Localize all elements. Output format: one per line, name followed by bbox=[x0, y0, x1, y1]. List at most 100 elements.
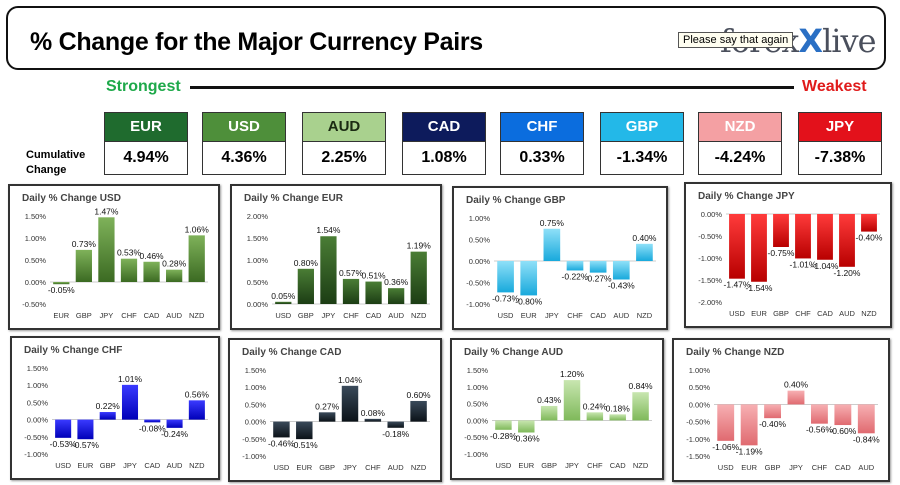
x-category-label: CAD bbox=[366, 311, 382, 320]
chart-panel-aud: Daily % Change AUD -1.00% -0.50% 0.00% 0.50%… bbox=[450, 338, 664, 480]
x-category-label: EUR bbox=[751, 309, 767, 318]
bar bbox=[410, 251, 427, 304]
x-category-label: CHF bbox=[567, 311, 583, 320]
bar bbox=[342, 278, 360, 304]
bar-value-label: 1.04% bbox=[338, 375, 363, 385]
y-tick-label: 0.00% bbox=[27, 416, 49, 425]
chart-panel-nzd: Daily % Change NZD -1.50% -1.00% -0.50% 0.00… bbox=[672, 338, 890, 482]
bar bbox=[387, 421, 404, 428]
y-tick-label: 0.00% bbox=[689, 400, 711, 409]
y-tick-label: 1.00% bbox=[467, 383, 489, 392]
bar-value-label: -0.36% bbox=[513, 433, 540, 443]
bar-value-label: -0.57% bbox=[72, 440, 99, 450]
title-box: % Change for the Major Currency Pairs fo… bbox=[6, 6, 886, 70]
x-category-label: AUD bbox=[388, 463, 404, 472]
y-tick-label: 1.00% bbox=[247, 256, 269, 265]
currency-box-gbp: GBP -1.34% bbox=[600, 112, 684, 175]
x-category-label: GBP bbox=[76, 311, 92, 320]
y-tick-label: -0.50% bbox=[686, 418, 710, 427]
x-category-label: EUR bbox=[741, 463, 757, 472]
y-tick-label: 1.50% bbox=[27, 364, 49, 373]
currency-cumulative-value: -4.24% bbox=[698, 142, 782, 175]
chart-panel-cad: Daily % Change CAD -1.00% -0.50% 0.00% 0.50%… bbox=[228, 338, 442, 482]
bar bbox=[297, 268, 314, 304]
bar bbox=[166, 269, 183, 282]
bar bbox=[810, 404, 828, 424]
bar bbox=[740, 404, 758, 446]
x-category-label: NZD bbox=[411, 311, 427, 320]
y-tick-label: 0.50% bbox=[247, 278, 269, 287]
bar-value-label: -1.01% bbox=[790, 259, 817, 269]
x-category-label: NZD bbox=[411, 463, 427, 472]
bar-value-label: 0.53% bbox=[117, 248, 142, 258]
strength-scale-line bbox=[190, 86, 794, 89]
y-tick-label: -0.50% bbox=[464, 433, 488, 442]
x-category-label: JPY bbox=[565, 461, 579, 470]
bar bbox=[834, 404, 852, 426]
bar-value-label: -0.75% bbox=[768, 248, 795, 258]
page-title: % Change for the Major Currency Pairs bbox=[30, 28, 483, 56]
bar bbox=[764, 404, 782, 419]
bar bbox=[341, 385, 359, 422]
bar bbox=[99, 412, 116, 420]
chart-title: Daily % Change NZD bbox=[686, 347, 784, 358]
x-category-label: JPY bbox=[100, 311, 114, 320]
y-tick-label: 0.00% bbox=[25, 278, 47, 287]
bar-chart: Daily % Change NZD -1.50% -1.00% -0.50% 0.00… bbox=[686, 347, 880, 472]
y-tick-label: 1.50% bbox=[247, 234, 269, 243]
x-category-label: JPY bbox=[123, 461, 137, 470]
bar bbox=[861, 214, 877, 232]
bar-value-label: -0.46% bbox=[268, 438, 295, 448]
y-tick-label: -1.00% bbox=[698, 254, 722, 263]
currency-box-chf: CHF 0.33% bbox=[500, 112, 584, 175]
bar-chart: Daily % Change CAD -1.00% -0.50% 0.00% 0.50%… bbox=[242, 347, 431, 472]
bar bbox=[817, 214, 833, 260]
bar bbox=[773, 214, 789, 247]
x-category-label: EUR bbox=[296, 463, 312, 472]
currency-box-usd: USD 4.36% bbox=[202, 112, 286, 175]
currency-code: USD bbox=[202, 112, 286, 142]
currency-box-nzd: NZD -4.24% bbox=[698, 112, 782, 175]
x-category-label: CAD bbox=[610, 461, 626, 470]
y-tick-label: 0.50% bbox=[469, 236, 491, 245]
currency-cumulative-value: 4.36% bbox=[202, 142, 286, 175]
y-tick-label: -1.00% bbox=[464, 450, 488, 459]
x-category-label: CAD bbox=[144, 461, 160, 470]
bar bbox=[188, 400, 205, 420]
y-tick-label: 1.00% bbox=[245, 383, 267, 392]
chart-title: Daily % Change USD bbox=[22, 193, 121, 204]
bar bbox=[495, 420, 512, 430]
bar-value-label: -0.51% bbox=[291, 440, 318, 450]
y-tick-label: 1.50% bbox=[25, 212, 47, 221]
y-tick-label: 1.00% bbox=[25, 234, 47, 243]
bar bbox=[717, 404, 735, 441]
bar-value-label: 0.57% bbox=[339, 268, 364, 278]
x-category-label: USD bbox=[55, 461, 71, 470]
chart-title: Daily % Change CAD bbox=[242, 347, 341, 358]
currency-cumulative-value: -7.38% bbox=[798, 142, 882, 175]
x-category-label: JPY bbox=[343, 463, 357, 472]
bar bbox=[166, 419, 183, 428]
bar bbox=[609, 414, 626, 421]
x-category-label: AUD bbox=[167, 461, 183, 470]
bar-value-label: -1.04% bbox=[812, 261, 839, 271]
y-tick-label: -0.50% bbox=[22, 300, 46, 309]
bar bbox=[751, 214, 767, 282]
y-tick-label: 0.00% bbox=[245, 418, 267, 427]
bar bbox=[857, 404, 875, 434]
x-category-label: NZD bbox=[189, 461, 205, 470]
x-category-label: JPY bbox=[789, 463, 803, 472]
x-category-label: CHF bbox=[795, 309, 811, 318]
bar-value-label: -0.60% bbox=[829, 426, 856, 436]
bar-value-label: -0.80% bbox=[515, 296, 542, 306]
x-category-label: GBP bbox=[100, 461, 116, 470]
currency-code: GBP bbox=[600, 112, 684, 142]
bar-value-label: -0.43% bbox=[608, 280, 635, 290]
bar bbox=[120, 258, 138, 282]
bar bbox=[520, 261, 538, 296]
bar bbox=[787, 390, 805, 405]
bar-value-label: 0.24% bbox=[583, 401, 608, 411]
bar-value-label: -0.84% bbox=[853, 434, 880, 444]
bar bbox=[318, 412, 336, 422]
bar bbox=[543, 228, 561, 261]
